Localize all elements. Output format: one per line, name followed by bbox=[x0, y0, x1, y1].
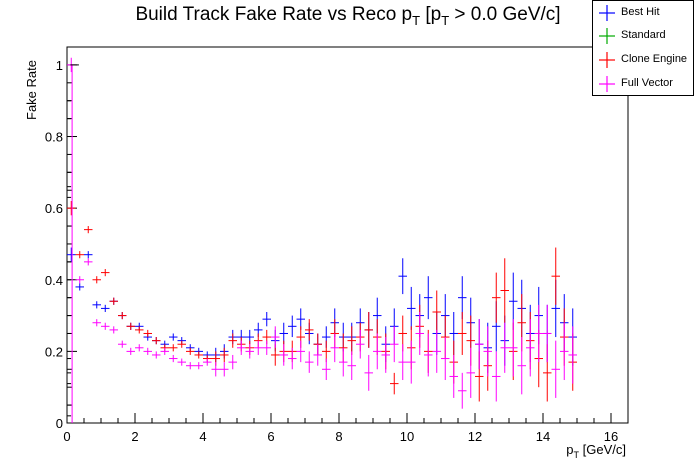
y-tick-label: 0.6 bbox=[45, 201, 63, 216]
y-tick-label: 0.2 bbox=[45, 344, 63, 359]
legend-item-standard: Standard bbox=[593, 25, 693, 47]
x-tick-label: 16 bbox=[604, 429, 618, 444]
legend-label-best-hit: Best Hit bbox=[621, 6, 660, 18]
legend-marker-full-vector bbox=[599, 76, 615, 92]
legend-label-full-vector: Full Vector bbox=[621, 77, 673, 89]
chart-title-prefix: Build Track Fake Rate vs Reco p bbox=[135, 4, 413, 25]
y-tick-label: 0 bbox=[56, 416, 63, 431]
chart-title: Build Track Fake Rate vs Reco pT [pT > 0… bbox=[0, 4, 696, 28]
tick-labels: 0 2 4 6 8 10 12 14 16 0 0.2 0.4 0.6 0.8 1 bbox=[45, 58, 618, 444]
y-axis-label: Fake Rate bbox=[24, 60, 39, 120]
y-tick-label: 0.8 bbox=[45, 130, 63, 145]
legend-label-standard: Standard bbox=[621, 29, 666, 41]
x-axis-label-main: p bbox=[566, 442, 573, 457]
legend-item-full-vector: Full Vector bbox=[593, 73, 693, 95]
legend: Best Hit Standard Clone Engine Full Vect… bbox=[592, 0, 694, 96]
x-tick-label: 6 bbox=[267, 429, 274, 444]
series-full-vector bbox=[67, 57, 577, 409]
y-tick-label: 0.4 bbox=[45, 273, 63, 288]
x-tick-label: 0 bbox=[63, 429, 70, 444]
x-tick-label: 10 bbox=[400, 429, 414, 444]
legend-marker-best-hit bbox=[599, 5, 615, 21]
legend-item-best-hit: Best Hit bbox=[593, 2, 693, 24]
legend-marker-clone-engine bbox=[599, 52, 615, 68]
y-tick-label: 1 bbox=[56, 58, 63, 73]
x-tick-label: 14 bbox=[536, 429, 550, 444]
chart-title-mid: [p bbox=[420, 4, 442, 25]
legend-marker-standard bbox=[599, 28, 615, 44]
x-axis-label-unit: [GeV/c] bbox=[579, 442, 626, 457]
data-layer bbox=[67, 57, 577, 423]
x-tick-label: 12 bbox=[468, 429, 482, 444]
chart-title-suffix: > 0.0 GeV/c] bbox=[449, 4, 561, 25]
legend-item-clone-engine: Clone Engine bbox=[593, 49, 693, 71]
chart-title-sub2: T bbox=[441, 12, 450, 28]
x-tick-label: 4 bbox=[199, 429, 206, 444]
x-tick-label: 2 bbox=[131, 429, 138, 444]
x-axis-label-sub: T bbox=[574, 450, 580, 460]
x-tick-label: 8 bbox=[335, 429, 342, 444]
low-pt-cluster bbox=[67, 64, 79, 423]
legend-label-clone-engine: Clone Engine bbox=[621, 53, 688, 65]
chart-title-sub1: T bbox=[412, 12, 421, 28]
plot-frame bbox=[66, 46, 629, 424]
x-axis-label: pT [GeV/c] bbox=[566, 442, 626, 460]
plot-border bbox=[66, 46, 629, 424]
